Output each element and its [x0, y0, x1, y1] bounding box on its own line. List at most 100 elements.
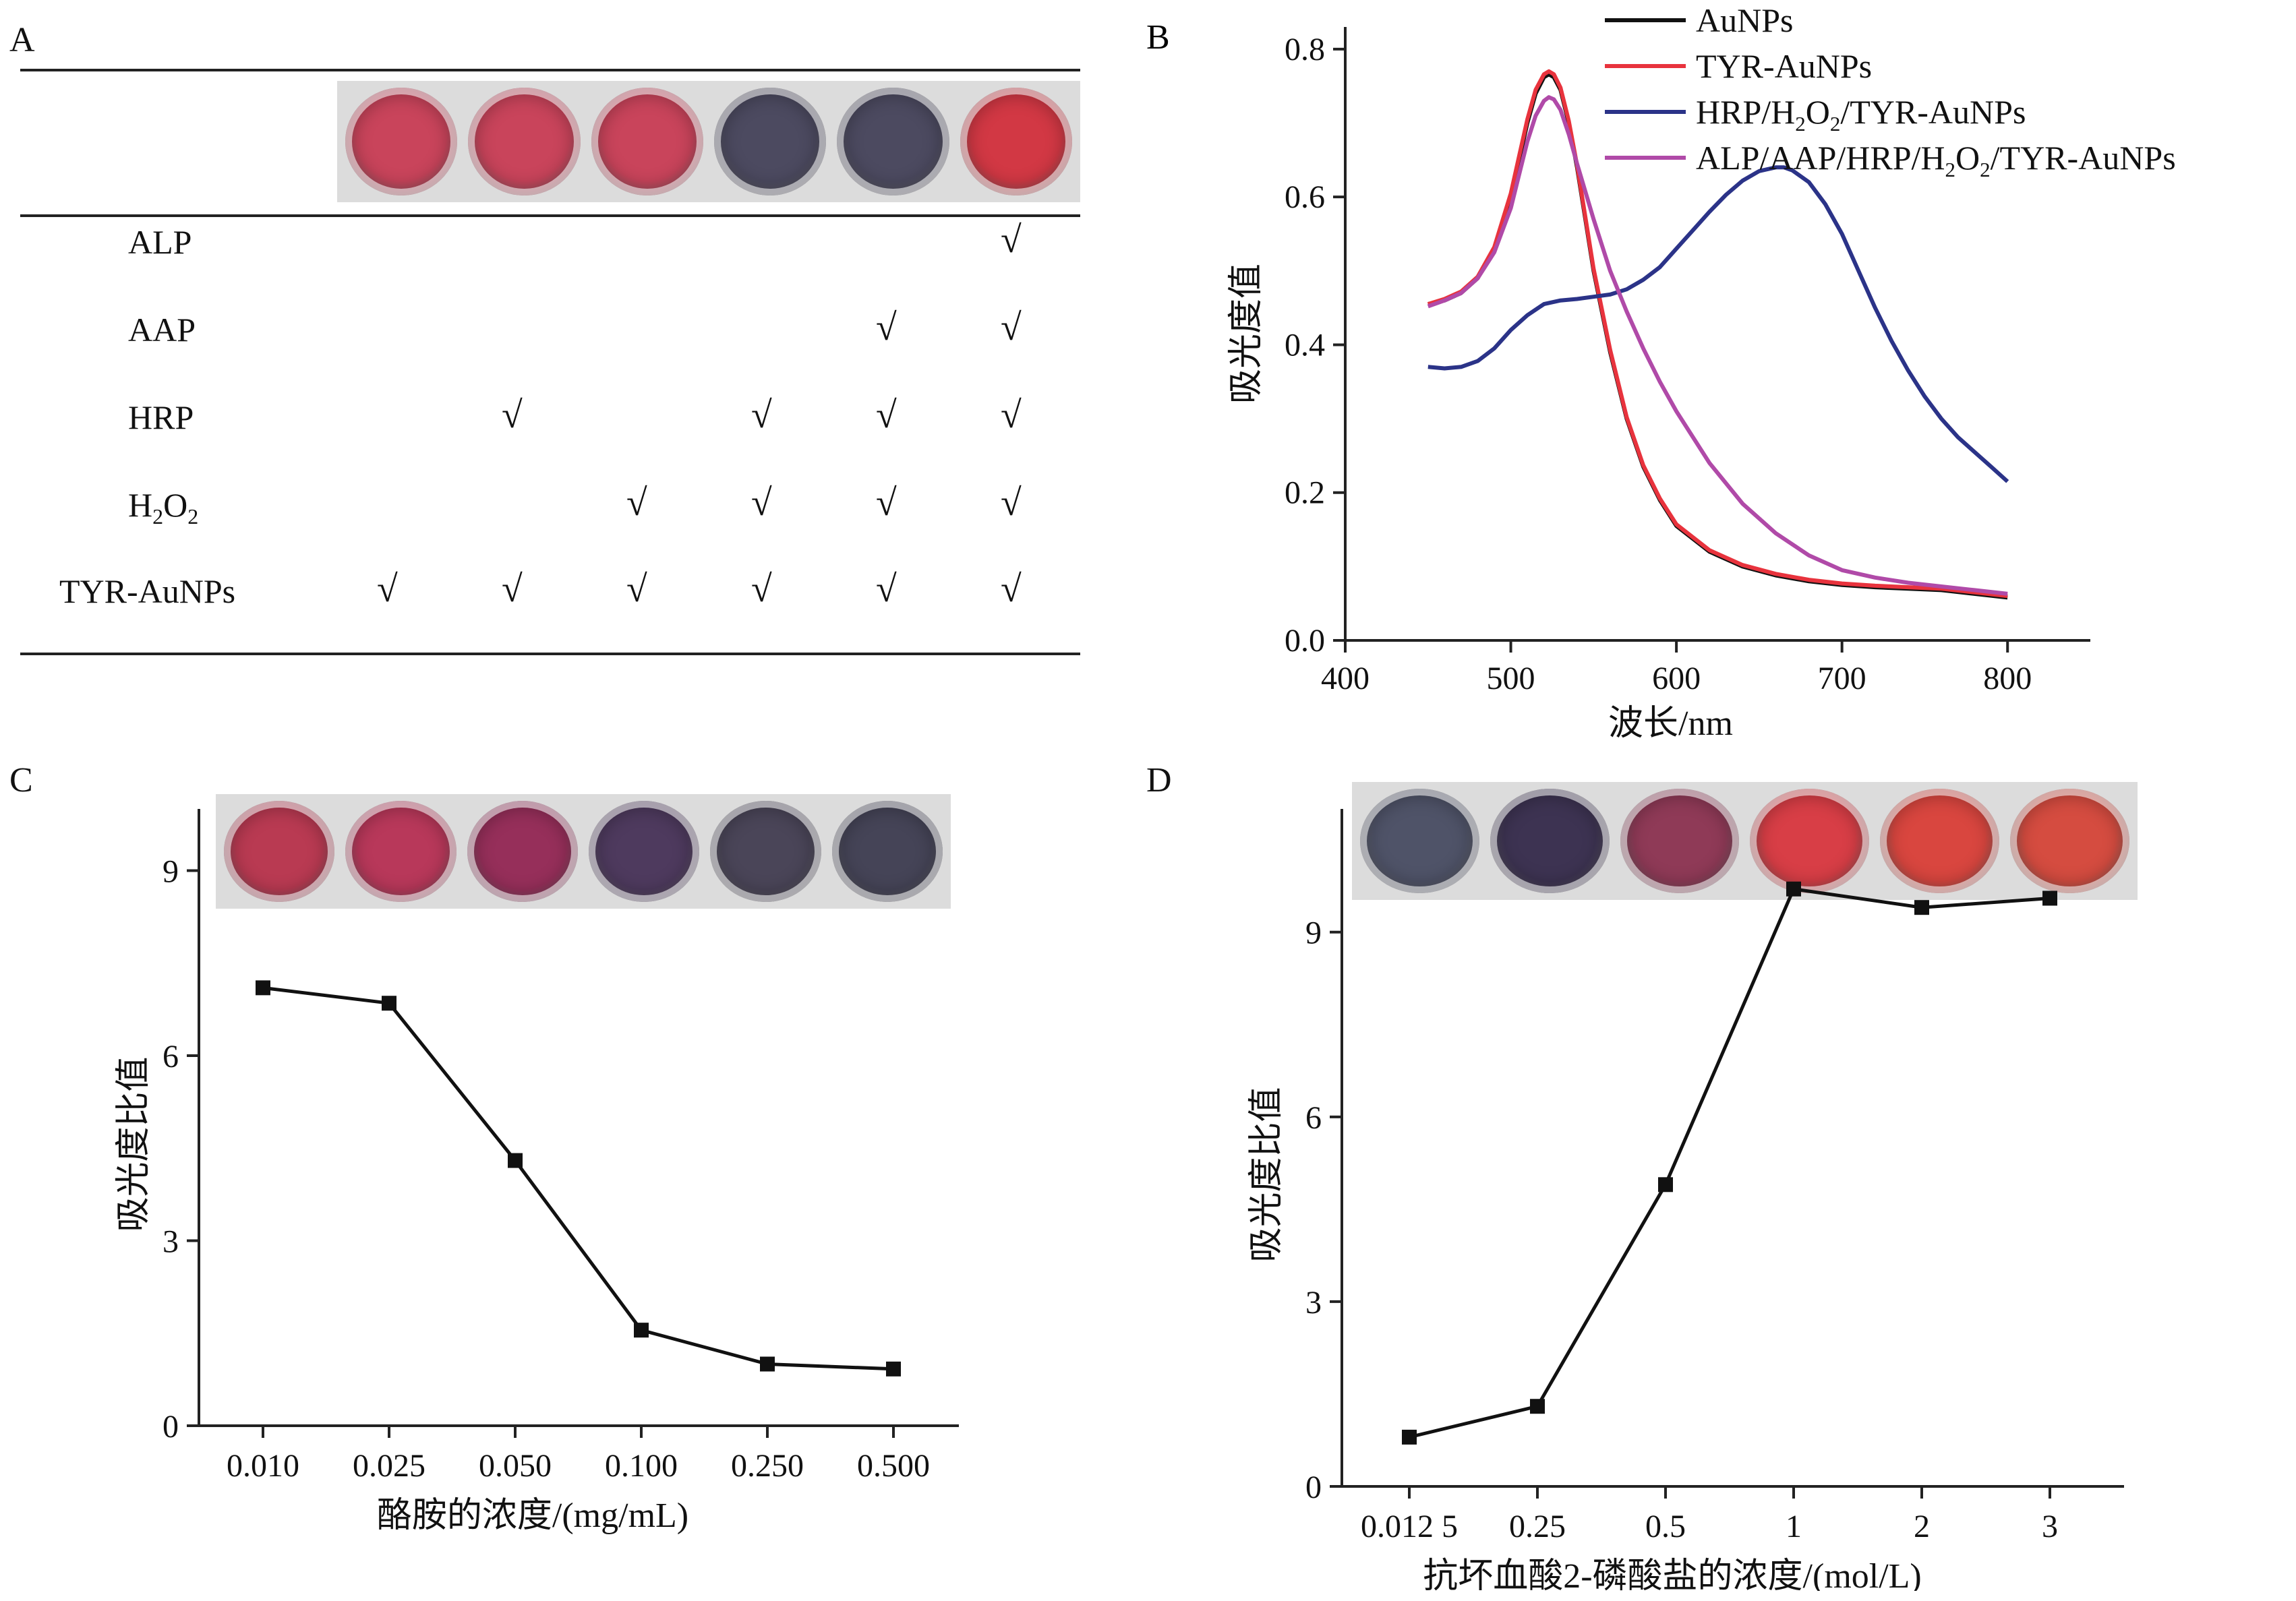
well-5	[837, 88, 949, 195]
series-line-2	[1427, 69, 2008, 599]
x-axis-label: 抗坏血酸2-磷酸盐的浓度/(mol/L)	[1423, 1557, 1922, 1591]
y-tick-label: 0.4	[1285, 327, 1325, 363]
y-tick-label: 0.8	[1285, 32, 1325, 67]
well-2	[345, 801, 457, 902]
label-part: ALP/AAP/HRP/H	[1696, 139, 1945, 177]
well-1	[224, 801, 335, 902]
well-6	[960, 88, 1072, 195]
subscript: 2	[1980, 158, 1991, 181]
y-tick-label: 9	[163, 854, 179, 890]
y-axis-label: 吸光度比值	[115, 1056, 153, 1232]
data-point-3	[508, 1153, 523, 1168]
x-tick-label: 0.012 5	[1361, 1509, 1458, 1544]
chart-d-marks	[1402, 881, 2057, 1445]
legend-label-4: ALP/AAP/HRP/H2O2/TYR-AuNPs	[1696, 139, 2176, 181]
x-tick-label: 1	[1786, 1509, 1802, 1544]
x-tick-label: 600	[1652, 661, 1701, 696]
chart-c-marks	[256, 980, 901, 1377]
panel-letter-c: C	[9, 761, 33, 799]
well-4	[713, 88, 827, 195]
data-point-6	[2042, 890, 2057, 906]
legend-label-3: HRP/H2O2/TYR-AuNPs	[1696, 93, 2026, 135]
check-mark: √	[876, 394, 897, 436]
y-tick-label: 0	[1305, 1470, 1322, 1505]
y-tick-label: 0.0	[1285, 623, 1325, 659]
subscript: 2	[1830, 112, 1841, 135]
data-point-5	[1914, 900, 1929, 915]
check-mark: √	[751, 568, 772, 610]
well-plate-a	[337, 81, 1080, 202]
data-point-3	[1658, 1177, 1673, 1192]
subscript: 2	[187, 504, 199, 528]
well-2	[468, 88, 581, 195]
check-mark: √	[377, 568, 398, 610]
series-line	[1409, 887, 2051, 1439]
series-line-4	[1427, 95, 2008, 596]
check-mark: √	[1001, 219, 1022, 261]
y-tick-label: 0.6	[1285, 179, 1325, 215]
y-tick-label: 3	[163, 1224, 179, 1260]
x-tick-label: 0.500	[857, 1448, 930, 1484]
well-2	[1490, 789, 1610, 893]
x-tick-label: 700	[1818, 661, 1866, 696]
well-plate-d	[1352, 782, 2138, 900]
well-3	[591, 88, 703, 195]
y-tick-label: 9	[1305, 915, 1322, 951]
row-label: TYR-AuNPs	[59, 572, 236, 610]
chart-d: 0.012 5 0.25 0.5 1 2 3 0 3 6 9 抗坏血酸2-磷酸盐的浓度/(mol/L…	[1247, 809, 2124, 1591]
label-part: /TYR-AuNPs	[1991, 139, 2176, 177]
row-label: ALP	[128, 223, 192, 261]
series-line-3	[1427, 165, 2009, 483]
y-tick-label: 0.2	[1285, 475, 1325, 511]
table-header-rule	[20, 214, 1080, 217]
data-point-6	[886, 1361, 901, 1377]
panel-letter-d: D	[1146, 761, 1172, 799]
label-part: HRP/H	[1696, 93, 1795, 131]
well-4	[588, 801, 700, 902]
row-label: H2O2	[128, 485, 198, 529]
check-mark: √	[751, 482, 772, 524]
x-tick-label: 500	[1487, 661, 1535, 696]
y-tick-label: 3	[1305, 1285, 1322, 1321]
x-tick-label: 800	[1983, 661, 2032, 696]
chart-d-axes: 0.012 5 0.25 0.5 1 2 3 0 3 6 9 抗坏血酸2-磷酸盐的浓度/(mol/L…	[1247, 809, 2124, 1591]
legend-label-2: TYR-AuNPs	[1696, 47, 1872, 85]
legend-label-1: AuNPs	[1696, 1, 1793, 39]
chart-b-lines	[1427, 69, 2009, 600]
check-mark: √	[1001, 568, 1022, 610]
data-point-2	[382, 996, 396, 1011]
data-point-1	[256, 980, 270, 996]
subscript: 2	[152, 504, 164, 528]
well-4	[1750, 789, 1870, 893]
table-bottom-rule	[20, 653, 1080, 655]
data-point-1	[1402, 1429, 1417, 1445]
well-3	[467, 801, 578, 902]
data-point-4	[1786, 881, 1801, 897]
check-mark: √	[876, 307, 897, 349]
y-axis-label: 吸光度值	[1227, 264, 1266, 404]
panel-letter-b: B	[1146, 18, 1170, 57]
check-mark: √	[1001, 482, 1022, 524]
chart-c: 0.010 0.025 0.050 0.100 0.250 0.500 0 3 6 9 酪胺的浓度/…	[115, 809, 959, 1535]
well-3	[1620, 789, 1740, 893]
label-part: H	[128, 486, 153, 524]
x-tick-label: 0.250	[731, 1448, 804, 1484]
y-tick-label: 6	[163, 1039, 179, 1075]
check-mark: √	[502, 568, 523, 610]
check-mark: √	[626, 482, 647, 524]
well-5	[710, 801, 821, 902]
label-part: O	[1806, 93, 1830, 131]
panel-letter-a: A	[9, 21, 35, 59]
label-part: O	[1955, 139, 1980, 177]
data-point-4	[634, 1323, 649, 1338]
well-5	[1880, 789, 2000, 893]
check-mark: √	[751, 394, 772, 436]
row-label: HRP	[128, 398, 194, 436]
x-tick-label: 3	[2042, 1509, 2058, 1544]
check-mark: √	[1001, 307, 1022, 349]
chart-b-axes: 400 500 600 700 800 0.0 0.2 0.4 0.6 0.8 波长/nm 吸光度值	[1227, 27, 2090, 743]
series-line	[262, 986, 894, 1371]
x-tick-label: 400	[1321, 661, 1370, 696]
row-label: AAP	[128, 311, 196, 349]
x-axis-label: 酪胺的浓度/(mg/mL)	[377, 1497, 688, 1535]
